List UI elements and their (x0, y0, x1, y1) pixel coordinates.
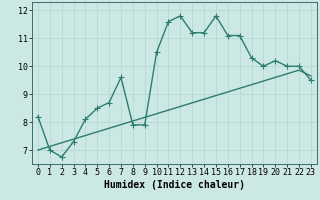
X-axis label: Humidex (Indice chaleur): Humidex (Indice chaleur) (104, 180, 245, 190)
